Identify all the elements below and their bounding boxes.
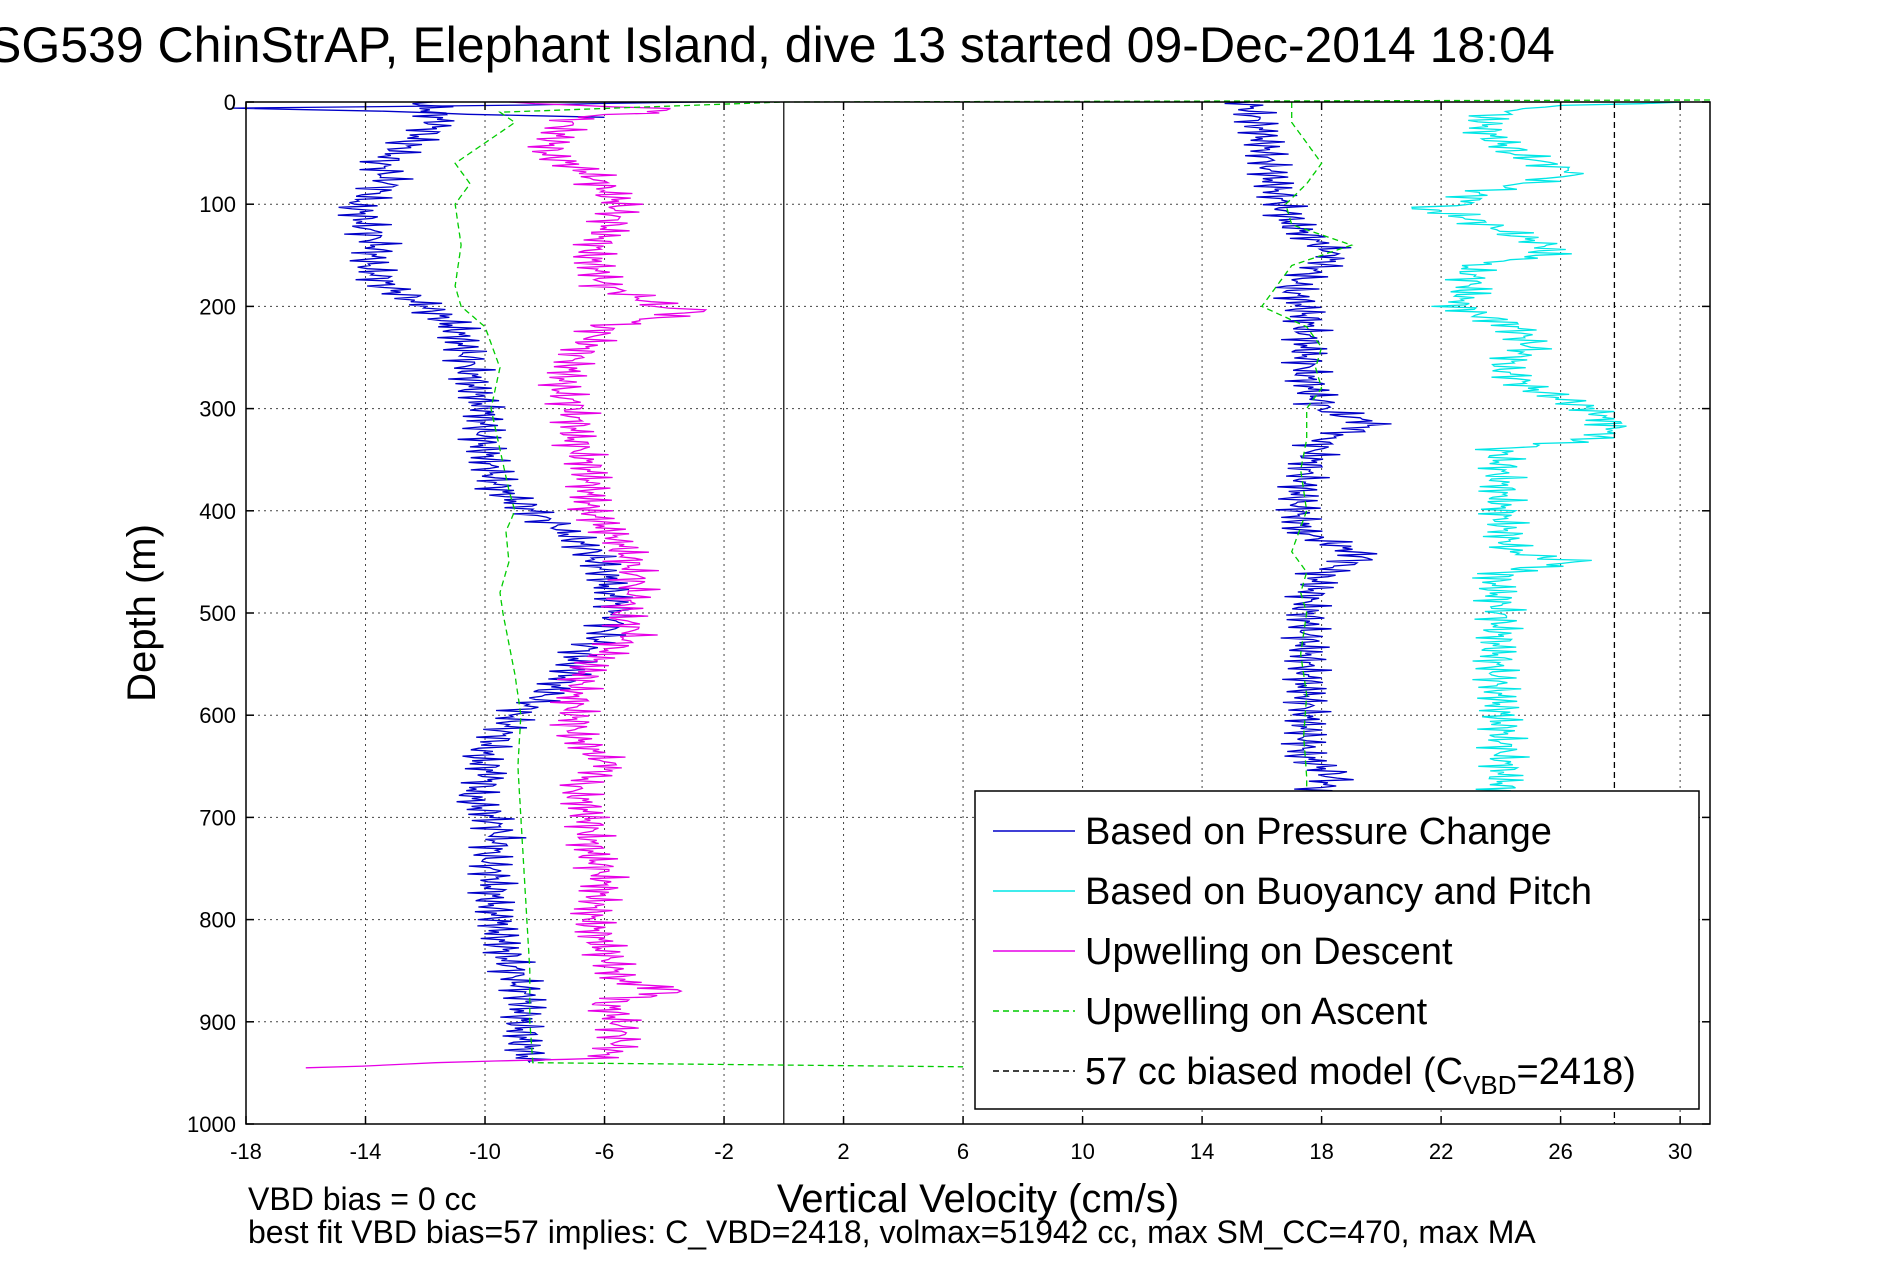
y-axis-label: Depth (m) (120, 524, 164, 702)
legend-label-text: Upwelling on Descent (1085, 931, 1453, 973)
x-tick-label: 2 (837, 1139, 849, 1164)
legend-label: 57 cc biased model (CVBD=2418) (1085, 1051, 1636, 1100)
footnote-best-fit: best fit VBD bias=57 implies: C_VBD=2418… (248, 1214, 1536, 1250)
chart-title: SG539 ChinStrAP, Elephant Island, dive 1… (0, 17, 1555, 73)
y-tick-label: 600 (199, 703, 236, 728)
x-tick-label: 22 (1429, 1139, 1453, 1164)
series-line-based-on-pressure-change (232, 101, 702, 118)
y-tick-label: 800 (199, 908, 236, 933)
x-tick-label: 18 (1309, 1139, 1333, 1164)
series-line-based-on-buoyancy-and-pitch (1411, 101, 1685, 798)
x-tick-label: -14 (350, 1139, 382, 1164)
series-line-upwelling-on-ascent (454, 99, 1711, 1068)
x-tick-label: -2 (714, 1139, 734, 1164)
legend-label: Based on Buoyancy and Pitch (1085, 871, 1592, 913)
x-tick-label: 10 (1070, 1139, 1094, 1164)
series-line-upwelling-on-descent (305, 101, 708, 1069)
y-tick-label: 1000 (187, 1112, 236, 1137)
y-tick-label: 300 (199, 397, 236, 422)
series-line-based-on-pressure-change (1224, 101, 1392, 798)
y-tick-label: 0 (224, 90, 236, 115)
legend-label: Based on Pressure Change (1085, 811, 1552, 853)
y-tick-label: 400 (199, 499, 236, 524)
x-tick-label: -10 (469, 1139, 501, 1164)
series-line-upwelling-on-ascent (1260, 102, 1354, 797)
y-tick-label: 900 (199, 1010, 236, 1035)
y-tick-label: 100 (199, 192, 236, 217)
legend: Based on Pressure Change Based on Buoyanc… (974, 790, 1700, 1110)
x-tick-label: 26 (1548, 1139, 1572, 1164)
x-tick-label: -6 (595, 1139, 615, 1164)
x-tick-label: -18 (230, 1139, 262, 1164)
legend-label-text: Based on Buoyancy and Pitch (1085, 871, 1592, 913)
series-line-based-on-pressure-change (337, 101, 644, 1064)
legend-label-text: Upwelling on Ascent (1085, 991, 1428, 1033)
legend-label-text: Based on Pressure Change (1085, 811, 1552, 853)
legend-label: Upwelling on Descent (1085, 931, 1453, 973)
plot-series (232, 99, 1711, 1124)
legend-box (974, 790, 1700, 1110)
legend-label-text: 57 cc biased model (C (1085, 1051, 1463, 1093)
x-tick-label: 14 (1190, 1139, 1214, 1164)
footnote-vbd-bias: VBD bias = 0 cc (248, 1181, 477, 1217)
y-tick-label: 700 (199, 805, 236, 830)
x-tick-label: 6 (957, 1139, 969, 1164)
legend-label-subscript: VBD (1463, 1070, 1516, 1100)
y-tick-label: 200 (199, 294, 236, 319)
axis-ticks: -18 -14 -10 -6 -2 2 6 10 14 18 22 26 300100200300400… (187, 90, 1710, 1164)
x-axis-label: Vertical Velocity (cm/s) (777, 1177, 1179, 1221)
y-tick-label: 500 (199, 601, 236, 626)
x-tick-label: 30 (1668, 1139, 1692, 1164)
legend-label-suffix: =2418) (1517, 1051, 1636, 1093)
legend-label: Upwelling on Ascent (1085, 991, 1428, 1033)
